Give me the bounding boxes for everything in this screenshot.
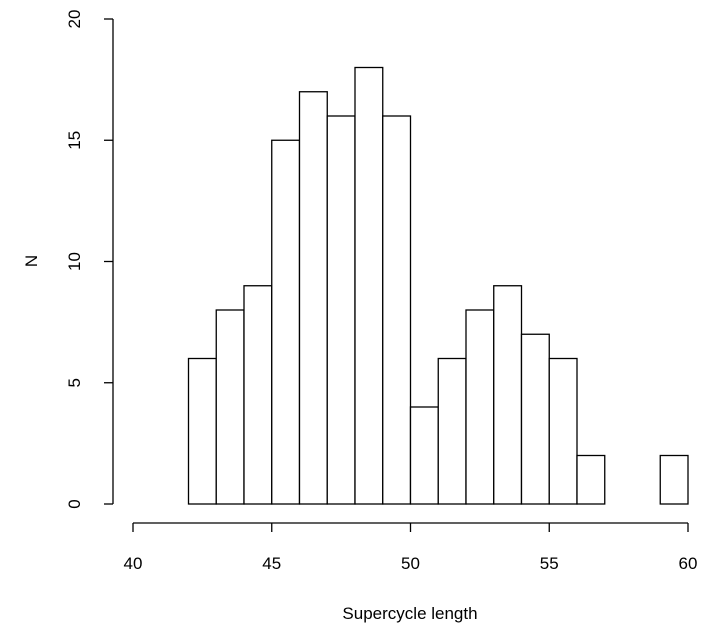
x-tick-label: 60 [679,554,698,573]
y-tick-label: 0 [65,499,84,508]
bars-group [187,66,689,505]
y-tick-label: 15 [65,131,84,150]
x-axis: 40 45 50 55 60 [124,522,698,573]
histogram-bar [437,357,467,505]
histogram-bar [187,357,217,505]
x-tick-label: 55 [540,554,559,573]
histogram-bar [465,309,495,505]
histogram-bar [576,454,606,505]
histogram-bar [354,66,384,505]
y-tick-label: 10 [65,252,84,271]
histogram-bar [659,454,689,505]
histogram-bar [326,115,356,505]
histogram-bar [493,285,523,505]
histogram-bar [409,406,439,505]
y-tick-label: 20 [65,10,84,29]
histogram-bar [520,333,550,505]
y-axis: 0 5 10 15 20 [65,10,114,509]
x-tick-label: 50 [401,554,420,573]
histogram-bar [298,91,328,505]
x-tick-label: 45 [262,554,281,573]
y-tick-label: 5 [65,378,84,387]
histogram-bar [243,285,273,505]
x-axis-title: Supercycle length [342,604,477,623]
histogram-bar [382,115,412,505]
histogram-bar [215,309,245,505]
histogram-bar [548,357,578,505]
y-axis-title: N [22,255,41,267]
histogram-bar [271,139,301,505]
x-tick-label: 40 [124,554,143,573]
